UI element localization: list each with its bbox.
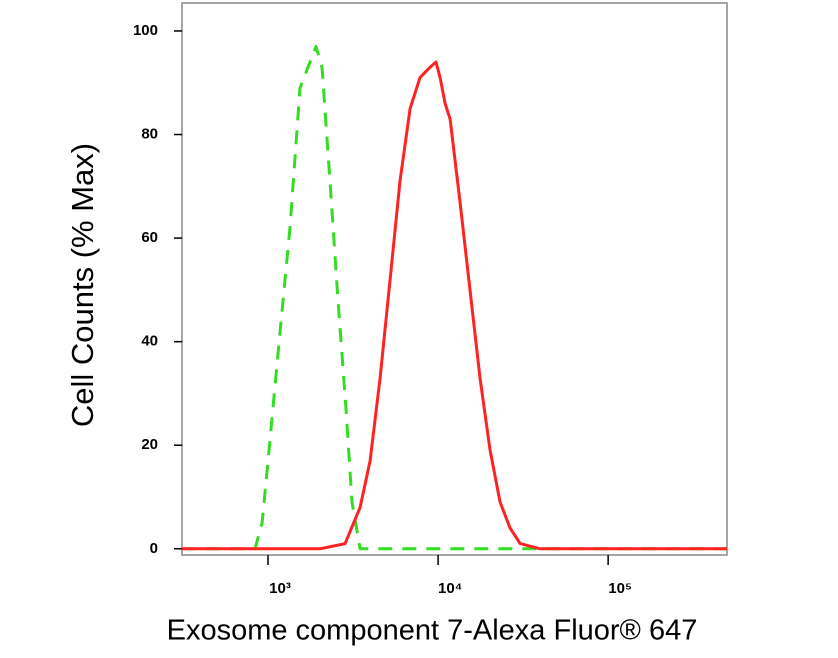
y-tick-label: 40 xyxy=(141,333,158,350)
y-axis-label: Cell Counts (% Max) xyxy=(65,143,100,427)
y-tick-label: 20 xyxy=(141,436,158,453)
series-line xyxy=(182,60,727,551)
y-tick-label: 80 xyxy=(141,125,158,142)
series-line xyxy=(182,45,727,551)
y-tick-label: 100 xyxy=(133,22,158,39)
y-tick-label: 60 xyxy=(141,229,158,246)
x-axis-label: Exosome component 7-Alexa Fluor® 647 xyxy=(167,615,698,647)
y-tick-label: 0 xyxy=(150,540,158,557)
x-tick-label: 10³ xyxy=(269,580,291,597)
x-tick-label: 10⁵ xyxy=(608,580,632,597)
x-tick-label: 10⁴ xyxy=(438,580,462,597)
plot-frame xyxy=(181,2,728,556)
